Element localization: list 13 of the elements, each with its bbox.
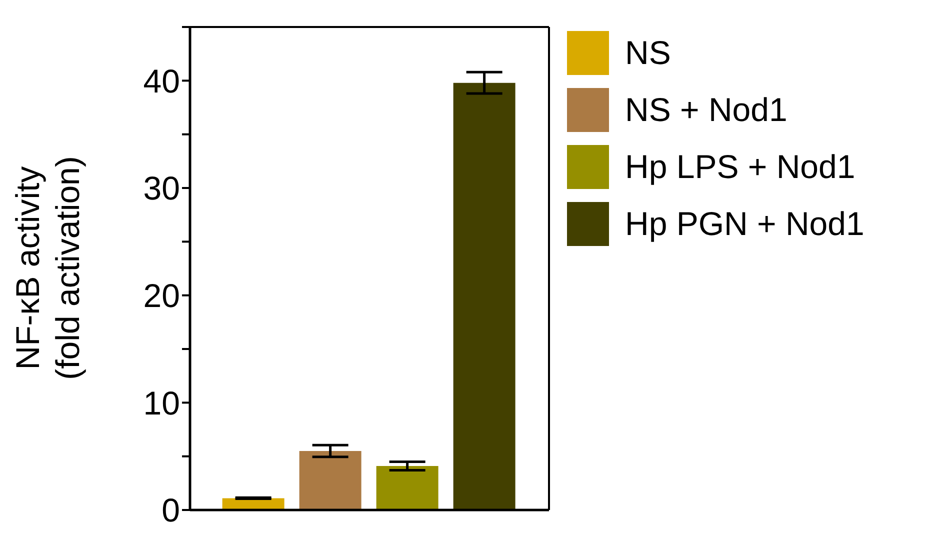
y-tick-label: 0 — [162, 492, 180, 529]
bar — [299, 450, 362, 510]
y-tick-label: 30 — [143, 170, 180, 207]
legend-label: Hp LPS + Nod1 — [625, 148, 856, 186]
legend-label: Hp PGN + Nod1 — [625, 204, 864, 242]
y-tick-label: 20 — [143, 277, 180, 314]
legend-label: NS + Nod1 — [625, 90, 788, 128]
legend-label: NS — [625, 34, 671, 72]
bar — [376, 466, 438, 510]
y-tick-label: 10 — [143, 384, 180, 422]
y-axis-title: NF-κB activity (fold activation) — [9, 156, 86, 380]
bar — [453, 82, 516, 510]
y-tick-label: 40 — [143, 62, 180, 100]
